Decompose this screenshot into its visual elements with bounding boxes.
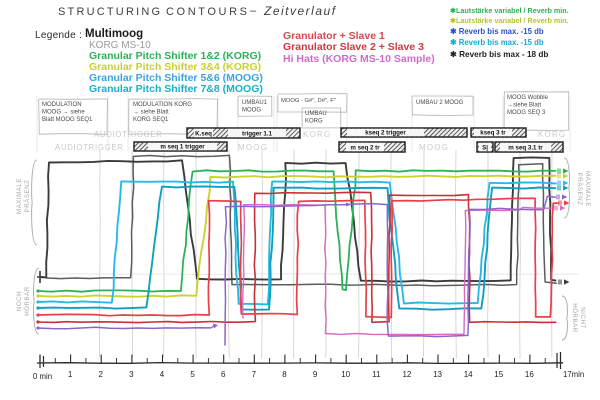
- svg-text:KORG: KORG: [305, 119, 323, 125]
- svg-text:Hi Hats (KORG MS-10 Sample): Hi Hats (KORG MS-10 Sample): [283, 53, 435, 65]
- svg-text:16: 16: [525, 370, 534, 379]
- svg-text:AUDIOTRIGGER: AUDIOTRIGGER: [55, 143, 124, 152]
- svg-text:MAXIMALE: MAXIMALE: [16, 178, 23, 214]
- svg-text:1: 1: [68, 370, 73, 379]
- svg-text:kseq 2 trigger: kseq 2 trigger: [365, 129, 406, 136]
- svg-text:Legende :: Legende :: [35, 30, 82, 41]
- svg-text:MOOG → siehe: MOOG → siehe: [42, 110, 85, 116]
- svg-text:14: 14: [464, 370, 473, 379]
- svg-text:✱Lautstärke variabel / Reverb: ✱Lautstärke variabel / Reverb min.: [450, 16, 569, 25]
- svg-text:NOCH: NOCH: [16, 291, 23, 311]
- svg-text:MOOG Wobble: MOOG Wobble: [507, 95, 549, 101]
- svg-text:KORG SEQ1: KORG SEQ1: [133, 117, 169, 123]
- svg-text:kseq 3 tr: kseq 3 tr: [480, 129, 506, 136]
- svg-text:HÖRBAR: HÖRBAR: [571, 303, 578, 333]
- svg-text:UMBAU: UMBAU: [305, 111, 327, 117]
- svg-text:PRÄSENZ: PRÄSENZ: [24, 180, 31, 213]
- svg-text:m seq 2 tr: m seq 2 tr: [350, 144, 380, 151]
- svg-text:13: 13: [433, 370, 442, 379]
- svg-text:✱ Reverb bis max. -15 db: ✱ Reverb bis max. -15 db: [450, 38, 544, 47]
- svg-text:HÖRBAR: HÖRBAR: [24, 286, 31, 316]
- svg-text:✱ Reverb bis max. -15 db: ✱ Reverb bis max. -15 db: [450, 27, 544, 36]
- svg-text:K.seq: K.seq: [195, 130, 212, 137]
- svg-text:UMBAU 2 MOOG: UMBAU 2 MOOG: [416, 100, 464, 106]
- svg-text:✱ Reverb bis max - 18 db: ✱ Reverb bis max - 18 db: [450, 50, 548, 59]
- svg-text:MAXIMALE: MAXIMALE: [584, 171, 591, 207]
- svg-text:12: 12: [402, 370, 411, 379]
- svg-text:Granular Pitch Shifter 1&2 (KO: Granular Pitch Shifter 1&2 (KORG): [89, 50, 261, 62]
- svg-text:0 min: 0 min: [33, 372, 52, 381]
- svg-text:→siehe Blatt: →siehe Blatt: [507, 103, 541, 109]
- svg-text:MOOG: MOOG: [242, 108, 261, 114]
- svg-text:MODULATION KORG: MODULATION KORG: [133, 102, 192, 108]
- svg-text:KORG: KORG: [538, 130, 566, 139]
- svg-text:KORG: KORG: [303, 130, 331, 139]
- svg-text:NICHT: NICHT: [579, 307, 586, 328]
- svg-text:9: 9: [313, 370, 318, 379]
- svg-text:15: 15: [494, 370, 503, 379]
- svg-text:Granular Pitch Shifter 3&4 (KO: Granular Pitch Shifter 3&4 (KORG): [89, 61, 261, 73]
- svg-text:6: 6: [221, 370, 226, 379]
- svg-text:CONTOURS: CONTOURS: [166, 6, 250, 18]
- svg-text:–: –: [250, 5, 257, 17]
- svg-text:→ siehe Blatt: → siehe Blatt: [133, 110, 169, 116]
- svg-text:2: 2: [99, 370, 104, 379]
- svg-text:S|: S|: [482, 144, 488, 151]
- svg-text:Granular Pitch Shifter 5&6 (MO: Granular Pitch Shifter 5&6 (MOOG): [89, 72, 263, 84]
- svg-text:m seq 1 trigger: m seq 1 trigger: [160, 143, 205, 150]
- svg-text:17min: 17min: [563, 370, 584, 379]
- svg-text:10: 10: [341, 370, 350, 379]
- svg-text:UMBAU1: UMBAU1: [242, 100, 268, 106]
- svg-text:Zeitverlauf: Zeitverlauf: [263, 4, 337, 18]
- svg-text:3: 3: [129, 370, 134, 379]
- svg-text:MODULATION: MODULATION: [42, 102, 82, 108]
- svg-text:MOOG SEQ 3: MOOG SEQ 3: [507, 110, 546, 116]
- svg-text:✱Lautstärke variabel / Reverb: ✱Lautstärke variabel / Reverb min.: [450, 6, 569, 15]
- svg-text:11: 11: [372, 370, 381, 379]
- svg-text:m seq 3.1 tr: m seq 3.1 tr: [508, 144, 543, 151]
- svg-text:8: 8: [282, 370, 287, 379]
- svg-text:PRÄSENZ: PRÄSENZ: [576, 173, 583, 206]
- svg-text:Blatt MOOG SEQ1: Blatt MOOG SEQ1: [42, 117, 93, 123]
- svg-text:MOOG: MOOG: [238, 143, 268, 152]
- svg-text:AUDIOTRIGGER: AUDIOTRIGGER: [94, 130, 163, 139]
- svg-text:trigger 1.1: trigger 1.1: [242, 130, 272, 137]
- svg-text:Multimoog: Multimoog: [85, 28, 143, 40]
- svg-text:4: 4: [160, 370, 165, 379]
- svg-text:Granulator + Slave 1: Granulator + Slave 1: [283, 30, 385, 42]
- svg-text:7: 7: [252, 370, 257, 379]
- svg-text:MOOG · G#″, D#″, F″: MOOG · G#″, D#″, F″: [281, 98, 336, 104]
- svg-text:Granulator Slave 2 + Slave 3: Granulator Slave 2 + Slave 3: [283, 41, 424, 53]
- svg-text:KORG MS-10: KORG MS-10: [89, 40, 151, 51]
- svg-text:STRUCTURING: STRUCTURING: [58, 6, 162, 18]
- svg-text:Granular Pitch Shifter 7&8 (MO: Granular Pitch Shifter 7&8 (MOOG): [89, 83, 263, 95]
- svg-text:5: 5: [190, 370, 195, 379]
- svg-text:MOOG: MOOG: [419, 143, 449, 152]
